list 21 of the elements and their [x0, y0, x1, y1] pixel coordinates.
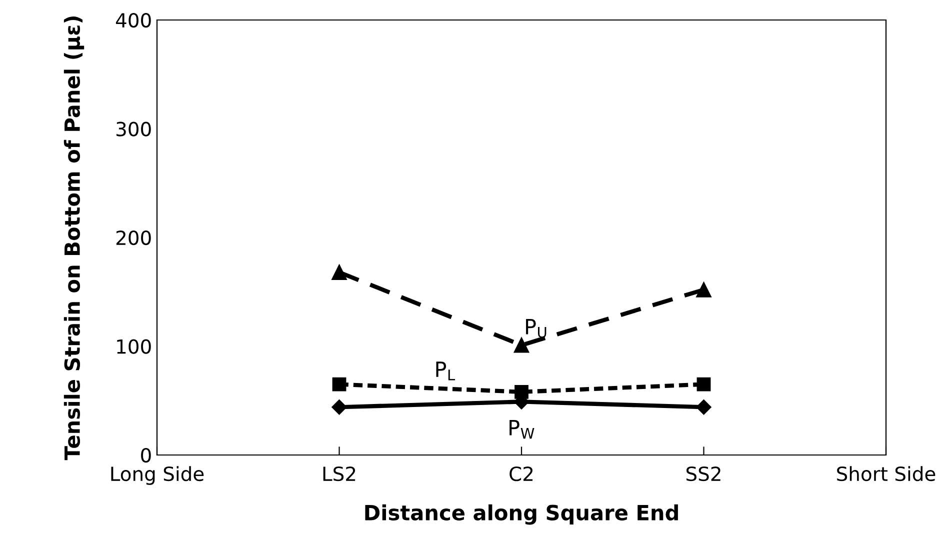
point	[696, 400, 712, 415]
y-tick-label: 200	[116, 230, 151, 246]
point	[332, 377, 346, 392]
point	[332, 264, 347, 280]
y-tick-label: 100	[117, 339, 151, 354]
x-tick-label: Long Side	[111, 466, 204, 485]
y-tick-label: 400	[116, 12, 151, 28]
x-tick-label: C2	[510, 466, 533, 482]
point	[696, 377, 711, 392]
series-label: P$_{L}$	[436, 362, 456, 380]
x-axis-title: Distance along Square End	[365, 504, 678, 525]
y-axis-title: Tensile Strain on Bottom of Panel (µε)	[64, 16, 84, 460]
y-tick-label: 300	[116, 122, 151, 136]
x-tick-label: SS2	[686, 466, 720, 482]
point	[514, 338, 530, 353]
x-tick-label: LS2	[323, 466, 356, 482]
point	[332, 400, 347, 415]
y-tick-label: 0	[141, 448, 151, 463]
point	[696, 282, 712, 298]
series-label: P$_{W}$	[510, 420, 534, 439]
x-tick-label: Short Side	[837, 466, 936, 482]
